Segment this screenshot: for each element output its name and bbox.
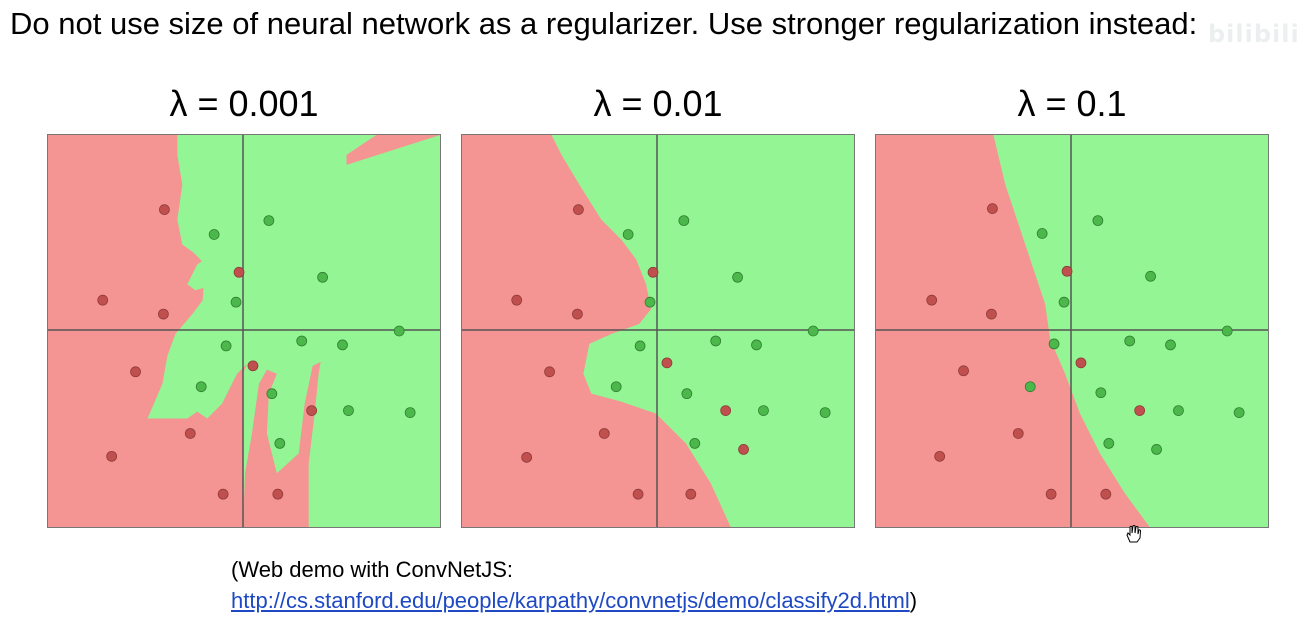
green-data-point — [751, 339, 762, 351]
green-data-point — [230, 296, 242, 308]
green-data-point — [296, 335, 308, 347]
green-data-point — [1103, 438, 1115, 449]
red-data-point — [598, 428, 610, 439]
red-data-point — [233, 266, 245, 278]
panel-label-lambda-01: λ = 0.1 — [1017, 83, 1127, 124]
green-data-point — [622, 229, 634, 240]
red-data-point — [1075, 357, 1087, 369]
green-data-point — [634, 340, 646, 352]
red-data-point — [685, 488, 697, 500]
red-data-point — [720, 405, 732, 416]
green-data-point — [266, 388, 278, 400]
red-data-point — [661, 357, 673, 369]
red-data-point — [158, 308, 169, 320]
green-region — [993, 135, 1268, 527]
red-data-point — [987, 203, 998, 214]
green-data-point — [1092, 215, 1104, 226]
red-data-point — [632, 488, 644, 500]
green-data-point — [220, 340, 232, 352]
panel-label-lambda-001: λ = 0.01 — [593, 83, 723, 124]
decision-boundary-plot-lambda-0001 — [47, 134, 441, 528]
red-data-point — [573, 204, 584, 215]
green-data-point — [195, 381, 207, 393]
green-data-point — [317, 271, 328, 283]
green-data-point — [1036, 228, 1048, 239]
green-data-point — [208, 229, 220, 240]
green-data-point — [404, 407, 416, 418]
demo-caption: (Web demo with ConvNetJS: http://cs.stan… — [231, 554, 917, 616]
red-data-point — [958, 365, 969, 377]
green-data-point — [689, 438, 701, 449]
green-data-point — [758, 405, 769, 416]
red-data-point — [544, 366, 555, 378]
red-data-point — [272, 488, 284, 500]
red-data-point — [1012, 428, 1024, 439]
decision-boundary-plot-lambda-001 — [461, 134, 855, 528]
red-data-point — [934, 450, 946, 462]
green-region — [147, 135, 440, 527]
red-data-point — [1061, 265, 1073, 277]
green-data-point — [263, 215, 275, 226]
red-data-point — [1045, 488, 1057, 500]
green-data-point — [1048, 338, 1060, 350]
red-data-point — [1134, 405, 1146, 416]
caption-line: (Web demo with ConvNetJS: — [231, 557, 514, 582]
green-data-point — [1124, 335, 1136, 347]
red-data-point — [106, 450, 118, 462]
red-data-point — [1100, 488, 1112, 500]
green-data-point — [1145, 270, 1156, 282]
green-data-point — [343, 405, 354, 416]
red-data-point — [217, 488, 229, 500]
panel-label-lambda-0001: λ = 0.001 — [169, 83, 319, 124]
green-data-point — [681, 388, 693, 400]
green-data-point — [819, 407, 831, 418]
red-data-point — [184, 428, 196, 439]
green-data-point — [678, 215, 690, 226]
green-data-point — [807, 325, 819, 337]
red-data-point — [572, 308, 583, 320]
green-data-point — [644, 296, 656, 308]
green-data-point — [337, 339, 348, 351]
red-data-point — [130, 366, 141, 378]
red-data-point — [926, 294, 938, 306]
bilibili-watermark-logo: bilibili — [1208, 20, 1300, 48]
red-data-point — [159, 204, 170, 215]
red-data-point — [647, 266, 659, 278]
green-data-point — [1173, 405, 1184, 416]
red-data-point — [986, 308, 997, 320]
demo-link[interactable]: http://cs.stanford.edu/people/karpathy/c… — [231, 588, 910, 613]
green-data-point — [393, 325, 405, 337]
green-data-point — [1165, 339, 1176, 351]
decision-boundary-plot-lambda-01 — [875, 134, 1269, 528]
green-data-point — [1095, 387, 1107, 399]
green-data-point — [610, 381, 622, 393]
red-data-point — [521, 451, 533, 463]
green-data-point — [710, 335, 722, 347]
page-title: Do not use size of neural network as a r… — [10, 6, 1198, 41]
red-data-point — [247, 360, 259, 372]
green-data-point — [1233, 407, 1245, 418]
green-data-point — [1221, 325, 1233, 337]
hand-cursor-icon — [1126, 525, 1142, 543]
red-data-point — [306, 405, 318, 416]
red-data-point — [738, 444, 749, 455]
caption-close-paren: ) — [909, 588, 918, 613]
green-data-point — [274, 438, 286, 449]
red-data-point — [97, 294, 109, 306]
green-data-point — [1058, 296, 1070, 308]
green-data-point — [732, 271, 743, 283]
red-data-point — [511, 294, 523, 306]
green-data-point — [1024, 381, 1036, 393]
green-data-point — [1151, 444, 1162, 455]
